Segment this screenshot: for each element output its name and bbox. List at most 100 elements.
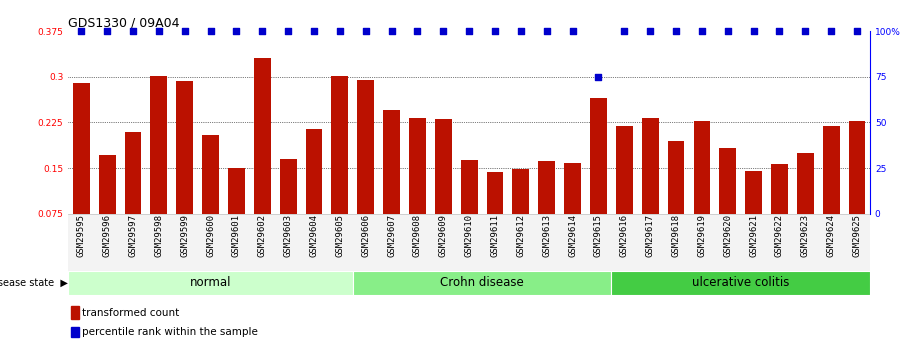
Text: GSM29596: GSM29596 [103, 214, 112, 257]
Point [539, 28, 554, 34]
Bar [720, 148, 736, 260]
Text: GSM29624: GSM29624 [826, 214, 835, 257]
Point [721, 28, 735, 34]
Point [307, 28, 322, 34]
Point [487, 28, 502, 34]
Text: transformed count: transformed count [82, 308, 179, 317]
Text: GSM29625: GSM29625 [853, 214, 862, 257]
Text: GSM29597: GSM29597 [128, 214, 138, 257]
Bar [538, 161, 555, 260]
Point [773, 28, 787, 34]
Bar [353, 271, 611, 295]
Text: percentile rank within the sample: percentile rank within the sample [82, 327, 258, 337]
Text: GSM29598: GSM29598 [154, 214, 163, 257]
Text: GSM29611: GSM29611 [490, 214, 499, 257]
Text: GSM29608: GSM29608 [413, 214, 422, 257]
Bar [228, 168, 245, 260]
Bar [486, 172, 504, 260]
Point [824, 28, 838, 34]
Text: GSM29609: GSM29609 [439, 214, 448, 257]
Text: GSM29613: GSM29613 [542, 214, 551, 257]
Text: GSM29595: GSM29595 [77, 214, 86, 257]
Bar [177, 81, 193, 260]
Text: GSM29606: GSM29606 [362, 214, 370, 257]
Point [178, 28, 192, 34]
Point [566, 28, 580, 34]
Bar [668, 141, 684, 260]
Point [74, 28, 88, 34]
Bar [461, 160, 477, 260]
Bar [611, 271, 870, 295]
Bar [150, 76, 168, 260]
Text: GSM29602: GSM29602 [258, 214, 267, 257]
Text: ulcerative colitis: ulcerative colitis [692, 276, 790, 289]
Point [669, 28, 683, 34]
Text: GSM29612: GSM29612 [517, 214, 526, 257]
Bar [616, 126, 633, 260]
Text: GSM29619: GSM29619 [698, 214, 706, 257]
Bar [409, 118, 425, 260]
Bar [68, 271, 353, 295]
Text: GSM29616: GSM29616 [619, 214, 629, 257]
Point [514, 28, 528, 34]
Text: GSM29620: GSM29620 [723, 214, 732, 257]
Text: GSM29622: GSM29622 [775, 214, 784, 257]
Point [281, 28, 295, 34]
Text: GSM29615: GSM29615 [594, 214, 603, 257]
Bar [797, 153, 814, 260]
Point [410, 28, 425, 34]
Bar [384, 110, 400, 260]
Point [798, 28, 813, 34]
Bar [332, 76, 348, 260]
Bar [641, 118, 659, 260]
Point [694, 28, 709, 34]
Bar [564, 163, 581, 260]
Text: GSM29604: GSM29604 [310, 214, 319, 257]
Point [126, 28, 140, 34]
Bar [513, 169, 529, 260]
Text: GSM29618: GSM29618 [671, 214, 681, 257]
Text: GSM29621: GSM29621 [749, 214, 758, 257]
Point [746, 28, 761, 34]
Point [617, 28, 631, 34]
Bar [71, 327, 79, 337]
Point [203, 28, 218, 34]
Bar [357, 80, 374, 260]
Bar [280, 159, 297, 260]
Text: GSM29610: GSM29610 [465, 214, 474, 257]
Text: normal: normal [189, 276, 231, 289]
Text: GSM29614: GSM29614 [568, 214, 577, 257]
Bar [73, 83, 89, 260]
Point [643, 28, 658, 34]
Point [436, 28, 451, 34]
Text: GSM29607: GSM29607 [387, 214, 396, 257]
Text: GSM29601: GSM29601 [232, 214, 241, 257]
Bar [771, 164, 788, 260]
Bar [71, 306, 79, 319]
Text: GSM29617: GSM29617 [646, 214, 655, 257]
Bar [202, 135, 219, 260]
Text: GSM29600: GSM29600 [206, 214, 215, 257]
Bar [435, 119, 452, 260]
Point [333, 28, 347, 34]
Point [850, 28, 865, 34]
Bar [68, 214, 870, 271]
Bar [693, 121, 711, 260]
Point [462, 28, 476, 34]
Bar [745, 171, 762, 260]
Text: GSM29603: GSM29603 [283, 214, 292, 257]
Point [384, 28, 399, 34]
Point [100, 28, 115, 34]
Text: GSM29623: GSM29623 [801, 214, 810, 257]
Text: GSM29599: GSM29599 [180, 214, 189, 257]
Text: GDS1330 / 09A04: GDS1330 / 09A04 [68, 17, 179, 30]
Bar [98, 155, 116, 260]
Point [358, 28, 373, 34]
Point [255, 28, 270, 34]
Bar [125, 132, 141, 260]
Bar [305, 129, 322, 260]
Bar [849, 121, 865, 260]
Bar [823, 126, 840, 260]
Bar [254, 58, 271, 260]
Text: GSM29605: GSM29605 [335, 214, 344, 257]
